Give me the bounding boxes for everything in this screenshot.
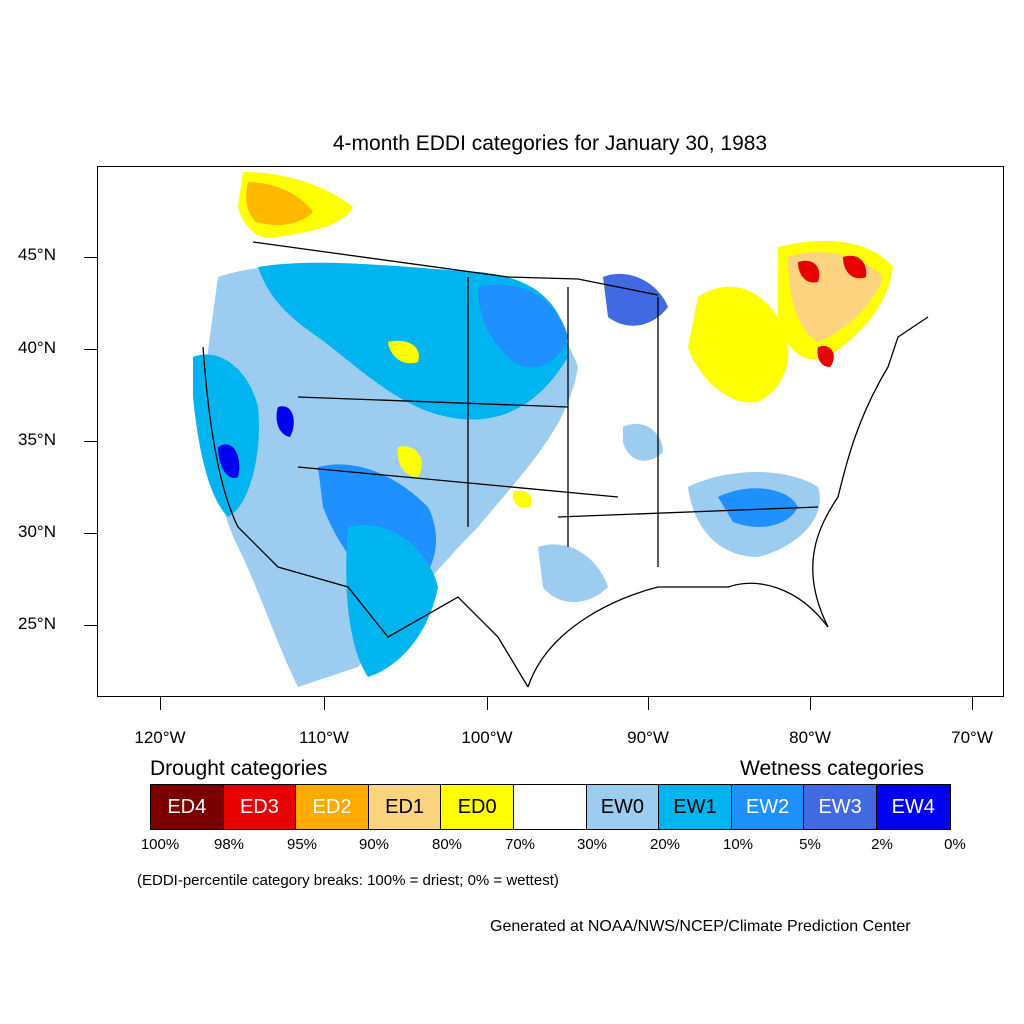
drought-heading: Drought categories (150, 757, 328, 780)
lat-label-40: 40°N (18, 338, 56, 357)
percent-label: 95% (286, 836, 318, 853)
lon-tick (324, 697, 325, 710)
lat-label-25: 25°N (18, 614, 56, 633)
lon-tick (648, 697, 649, 710)
percent-label: 70% (504, 836, 536, 853)
map-title: 4-month EDDI categories for January 30, … (332, 132, 768, 155)
percent-label: 100% (140, 836, 180, 853)
map-canvas (193, 172, 929, 688)
percent-label: 2% (871, 836, 893, 853)
percent-label: 98% (213, 836, 245, 853)
legend-ew4: EW4 (876, 785, 950, 829)
lat-tick (84, 441, 97, 442)
lat-tick (84, 257, 97, 258)
percent-label: 90% (358, 836, 390, 853)
category-note: (EDDI-percentile category breaks: 100% =… (137, 872, 559, 889)
legend-ed3: ED3 (223, 785, 297, 829)
lon-label-70w: 70°W (951, 728, 993, 747)
lat-tick (84, 349, 97, 350)
lon-label-100w: 100°W (461, 728, 513, 747)
percent-label: 30% (576, 836, 608, 853)
percent-label: 10% (722, 836, 754, 853)
lon-label-90w: 90°W (627, 728, 669, 747)
lon-label-80w: 80°W (789, 728, 831, 747)
legend-ew2: EW2 (731, 785, 805, 829)
lon-tick (810, 697, 811, 710)
lon-label-120w: 120°W (134, 728, 186, 747)
category-legend: ED4 ED3 ED2 ED1 ED0 EW0 EW1 EW2 EW3 EW4 (150, 784, 951, 830)
lon-tick (972, 697, 973, 710)
legend-ew0: EW0 (586, 785, 660, 829)
lat-label-35: 35°N (18, 430, 56, 449)
percent-label: 80% (431, 836, 463, 853)
percent-label: 5% (799, 836, 821, 853)
lat-label-45: 45°N (18, 245, 56, 264)
legend-ed1: ED1 (368, 785, 442, 829)
boundaries (202, 241, 929, 688)
legend-ed2: ED2 (296, 785, 369, 829)
drought-regions (238, 172, 893, 508)
eddi-map (97, 166, 1004, 697)
lat-label-30: 30°N (18, 522, 56, 541)
credit-line: Generated at NOAA/NWS/NCEP/Climate Predi… (490, 918, 911, 935)
legend-ed4: ED4 (151, 785, 224, 829)
lat-tick (84, 625, 97, 626)
percent-label: 20% (649, 836, 681, 853)
lat-tick (84, 533, 97, 534)
lon-tick (160, 697, 161, 710)
legend-neutral (513, 785, 587, 829)
lon-tick (487, 697, 488, 710)
legend-ew3: EW3 (804, 785, 877, 829)
percent-label: 0% (944, 836, 966, 853)
lon-label-110w: 110°W (299, 728, 349, 747)
legend-ed0: ED0 (441, 785, 514, 829)
legend-ew1: EW1 (659, 785, 732, 829)
wetness-heading: Wetness categories (740, 757, 925, 780)
